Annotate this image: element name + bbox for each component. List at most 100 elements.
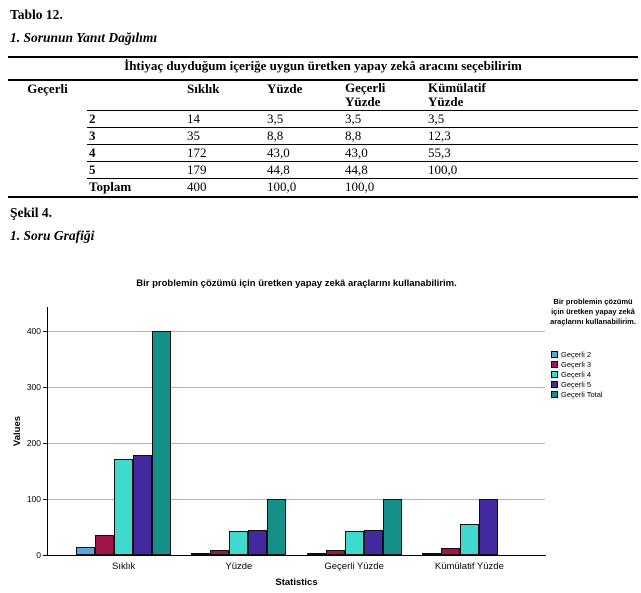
table-cell: 172 [185, 144, 265, 162]
table-cell: 14 [185, 110, 265, 128]
column-header-text: Geçerli Yüzde [345, 80, 386, 109]
table-row: 4 172 43,0 43,0 55,3 [8, 144, 638, 162]
legend-swatch [551, 380, 558, 388]
x-tick-label: Kümülatif Yüzde [434, 561, 504, 572]
table-cell [426, 178, 638, 197]
row-label: 5 [87, 161, 185, 179]
row-group-label: Geçerli [27, 81, 68, 96]
table-cell: 100,0 [426, 161, 638, 179]
bar-geçerli-total [152, 331, 172, 555]
row-label: 3 [87, 127, 185, 145]
legend-item: Geçerli 4 [551, 370, 603, 380]
column-header: Kümülatif Yüzde [426, 80, 638, 111]
figure-caption: 1. Soru Grafiği [10, 228, 95, 243]
legend: Geçerli 2 Geçerli 3 Geçerli 4 Geçerli 5 Geçe… [551, 350, 603, 399]
bar-geçerli-3 [325, 550, 345, 555]
figure-label: Şekil 4. [10, 205, 53, 220]
table-cell: 100,0 [267, 178, 297, 194]
bar-geçerli-2 [306, 553, 326, 555]
y-axis-line [47, 307, 48, 556]
bar-geçerli-3 [210, 550, 230, 555]
table-title-row: İhtiyaç duyduğum içeriğe uygun üretken y… [8, 57, 638, 81]
table-row: 3 35 8,8 8,8 12,3 [8, 127, 638, 145]
legend-item: Geçerli 5 [551, 379, 603, 389]
y-tick-label: 300 [26, 382, 41, 392]
legend-label: Geçerli Total [561, 389, 603, 399]
table-cell: 8,8 [265, 127, 343, 145]
legend-label: Geçerli 2 [561, 350, 592, 360]
row-label: Toplam [89, 178, 132, 194]
table-cell: 35 [185, 127, 265, 145]
table-row: Toplam 400 100,0 100,0 [8, 178, 638, 197]
bar-geçerli-total [382, 499, 402, 555]
y-tick-mark [43, 331, 47, 332]
legend-swatch [551, 351, 558, 359]
bar-geçerli-3 [440, 548, 460, 555]
bar-geçerli-4 [114, 458, 134, 555]
bar-geçerli-4 [229, 530, 249, 555]
table-cell: 43,0 [343, 144, 426, 162]
table-cell: 12,3 [426, 127, 638, 145]
legend-label: Geçerli 5 [561, 379, 592, 389]
y-axis-title: Values [12, 415, 23, 447]
table-cell: 8,8 [343, 127, 426, 145]
x-tick-label: Yüzde [225, 561, 253, 572]
table-cell: 44,8 [265, 161, 343, 179]
table-cell: 3,5 [343, 110, 426, 128]
row-label: 4 [87, 144, 185, 162]
table-cell: 44,8 [343, 161, 426, 179]
legend-label: Geçerli 4 [561, 369, 592, 379]
bar-geçerli-2 [191, 553, 211, 555]
table-cell: 179 [185, 161, 265, 179]
frequency-table: İhtiyaç duyduğum içeriğe uygun üretken y… [8, 56, 638, 199]
gridline [48, 443, 545, 444]
frequency-table-body: İhtiyaç duyduğum içeriğe uygun üretken y… [8, 57, 638, 197]
bar-geçerli-4 [344, 530, 364, 555]
column-header: Yüzde [265, 80, 343, 111]
bar-geçerli-5 [133, 454, 153, 555]
row-label: 2 [87, 110, 185, 128]
table-caption: 1. Sorunun Yanıt Dağılımı [10, 30, 158, 45]
y-tick-label: 400 [26, 326, 41, 336]
x-tick-label: Geçerli Yüzde [324, 561, 384, 572]
x-axis-title: Statistics [275, 577, 318, 588]
legend-label: Geçerli 3 [561, 360, 592, 370]
column-header: Geçerli Yüzde [343, 80, 426, 111]
y-tick-label: 200 [26, 438, 41, 448]
y-tick-mark [43, 387, 47, 388]
legend-item: Geçerli Total [551, 389, 603, 399]
bar-geçerli-2 [76, 547, 96, 555]
column-header: Sıklık [185, 80, 265, 111]
table-cell: 400 [187, 178, 207, 194]
bar-geçerli-2 [421, 553, 441, 555]
legend-item: Geçerli 2 [551, 350, 603, 360]
y-tick-mark [43, 555, 47, 556]
table-cell: 3,5 [265, 110, 343, 128]
bar-geçerli-3 [95, 535, 115, 555]
gridline [48, 387, 545, 388]
gridline [48, 499, 545, 500]
column-header-text: Sıklık [187, 81, 220, 96]
table-cell: 43,0 [265, 144, 343, 162]
x-axis-line [47, 555, 546, 556]
legend-swatch [551, 390, 558, 398]
column-header-text: Yüzde [267, 81, 303, 96]
y-tick-mark [43, 499, 47, 500]
table-header-row: Geçerli Sıklık Yüzde Geçerli Yüzde Kümülatif… [8, 80, 638, 111]
legend-swatch [551, 361, 558, 369]
gridline [48, 331, 545, 332]
chart-title: Bir problemin çözümü için üretken yapay … [136, 278, 457, 289]
legend-title: Bir problemin çözümü için üretken yapay … [550, 297, 636, 326]
column-header-text: Kümülatif Yüzde [428, 80, 486, 109]
legend-item: Geçerli 3 [551, 360, 603, 370]
table-row: 5 179 44,8 44,8 100,0 [8, 161, 638, 179]
bar-geçerli-4 [459, 524, 479, 555]
y-tick-mark [43, 443, 47, 444]
bar-geçerli-5 [248, 529, 268, 555]
table-label: Tablo 12. [10, 7, 63, 22]
bar-geçerli-5 [478, 499, 498, 555]
table-row: 2 14 3,5 3,5 3,5 [8, 110, 638, 128]
bar-geçerli-5 [363, 529, 383, 555]
column-header-empty [87, 80, 185, 111]
